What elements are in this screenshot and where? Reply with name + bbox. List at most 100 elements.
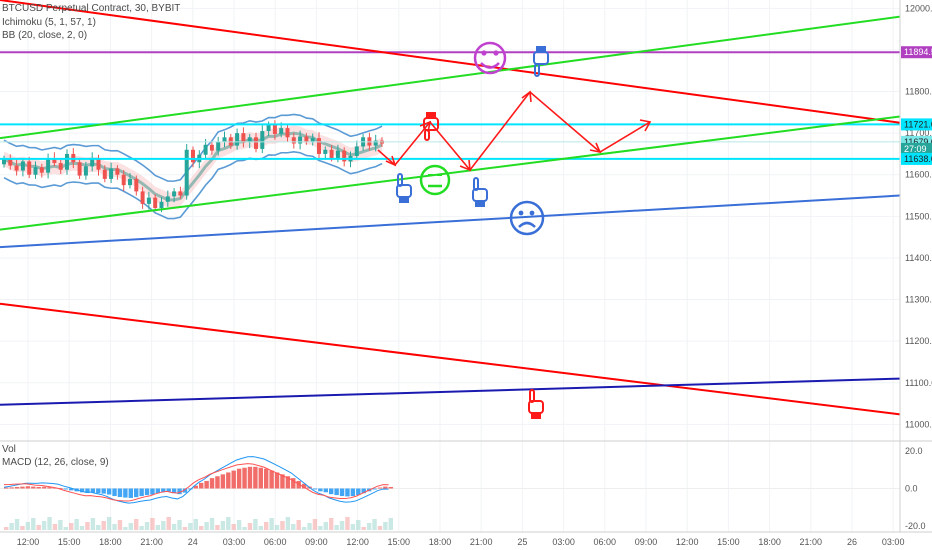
candle-body: [96, 158, 101, 170]
volume-bar: [366, 523, 372, 530]
volume-bar: [161, 521, 166, 530]
macd-hist-bar: [215, 476, 220, 489]
volume-bar: [112, 524, 117, 530]
macd-hist-bar: [31, 486, 36, 489]
horizontal-levels[interactable]: [0, 51, 900, 160]
time-tick-label: 18:00: [758, 537, 781, 547]
arrow-head-6: [639, 119, 652, 132]
volume-bar: [106, 517, 112, 530]
candle-body: [140, 191, 145, 204]
pointing-hand-down-icon-red-1[interactable]: [423, 112, 439, 141]
macd-hist-bar: [350, 488, 356, 497]
price-tick-label: 11500.0: [905, 211, 932, 221]
sad-face-icon[interactable]: [509, 200, 545, 236]
trendline-navy-lower[interactable]: [0, 377, 901, 406]
price-tick-label: 11600.0: [905, 170, 932, 180]
candle-body: [285, 128, 290, 138]
volume-bar: [231, 524, 236, 530]
volume-bar: [350, 524, 356, 530]
macd-hist-bar: [345, 488, 350, 497]
volume-bar: [307, 523, 312, 530]
trendline-green-lower[interactable]: [0, 115, 901, 231]
macd-hist-bar: [383, 486, 388, 489]
volume-bar: [199, 526, 204, 530]
macd-hist-bar: [112, 488, 117, 497]
macd-hist-bar: [161, 488, 166, 493]
volume-bar: [383, 522, 388, 530]
volume-bar: [150, 518, 155, 530]
time-tick-label: 21:00: [140, 537, 163, 547]
macd-hist-bar: [264, 468, 269, 489]
candle-body: [298, 136, 303, 144]
volume-bar: [388, 518, 393, 530]
price-tick-label: 11400.0: [905, 253, 932, 263]
macd-hist-bar: [242, 467, 247, 489]
signal-line: [3, 463, 389, 502]
trendline-green-upper[interactable]: [0, 15, 901, 140]
price-tick-label: 11100.0: [905, 378, 932, 388]
time-tick-label: 15:00: [58, 537, 81, 547]
time-tick-label: 15:00: [717, 537, 740, 547]
arrow-head-3: [459, 159, 471, 172]
volume-bar: [31, 518, 36, 530]
smiley-face-icon[interactable]: [473, 41, 507, 75]
emoji-annotations[interactable]: [396, 41, 549, 419]
macd-hist-bar: [20, 486, 25, 489]
time-tick-label: 25: [517, 537, 527, 547]
macd-hist-bar: [4, 487, 9, 489]
volume-bar: [345, 517, 350, 530]
candle-body: [279, 128, 284, 134]
time-tick-label: 09:00: [635, 537, 658, 547]
arrow-head-4: [521, 90, 532, 103]
volume-bar: [188, 523, 193, 530]
macd-hist-bar: [274, 472, 280, 489]
volume-bar: [356, 520, 361, 530]
trendline-red-upper[interactable]: [0, 0, 901, 124]
pointing-hand-up-icon-blue-2[interactable]: [472, 177, 488, 207]
time-tick-label: 21:00: [800, 537, 823, 547]
volume-bar: [280, 521, 285, 530]
time-tick-label: 09:00: [305, 537, 328, 547]
time-axis[interactable]: 12:00 15:00 18:00 21:00 24 03:00 06:00 09:00 12:…: [17, 537, 905, 547]
candle-body: [291, 137, 296, 144]
candle-body: [134, 178, 139, 192]
candle-body: [354, 146, 359, 157]
candle-body: [241, 133, 246, 143]
time-tick-label: 06:00: [594, 537, 617, 547]
candle-body: [109, 168, 114, 179]
volume-bar: [36, 525, 41, 530]
candle-body: [2, 158, 6, 165]
volume-bar: [258, 526, 263, 530]
candle-body: [222, 137, 227, 142]
neutral-face-icon[interactable]: [419, 164, 451, 196]
volume-bar: [182, 527, 188, 530]
volume-bar: [96, 525, 101, 530]
volume-bar: [193, 519, 198, 530]
volume-bar: [155, 525, 161, 530]
pointing-hand-up-icon-blue-1[interactable]: [396, 173, 412, 203]
trendline-blue-middle[interactable]: [0, 194, 901, 249]
volume-bar: [242, 527, 247, 530]
macd-hist-bar: [182, 488, 188, 493]
macd-hist-bar: [85, 488, 90, 494]
volume-bar: [69, 523, 74, 530]
price-axis[interactable]: 11000.0 11100.0 11200.0 11300.0 11400.0 11500…: [905, 3, 932, 531]
macd-hist-bar: [258, 467, 263, 489]
time-tick-label: 18:00: [99, 537, 122, 547]
symbol-title: BTCUSD Perpetual Contract, 30, BYBIT: [2, 3, 180, 14]
candle-body: [33, 167, 38, 175]
candle-body: [65, 153, 69, 170]
macd-hist-bar: [41, 486, 47, 489]
macd-tick-label: -20.0: [905, 521, 926, 531]
candle-body: [172, 191, 177, 197]
time-tick-label: 21:00: [470, 537, 493, 547]
pointing-hand-up-icon-red[interactable]: [528, 389, 544, 419]
macd-hist-bar: [128, 488, 133, 498]
volume-bar: [47, 517, 52, 530]
trendline-red-lower[interactable]: [0, 302, 901, 416]
pointing-hand-down-icon-blue[interactable]: [533, 46, 549, 77]
trendlines[interactable]: [0, 0, 901, 416]
volume-bar: [9, 523, 14, 530]
volume-bar: [372, 519, 377, 530]
